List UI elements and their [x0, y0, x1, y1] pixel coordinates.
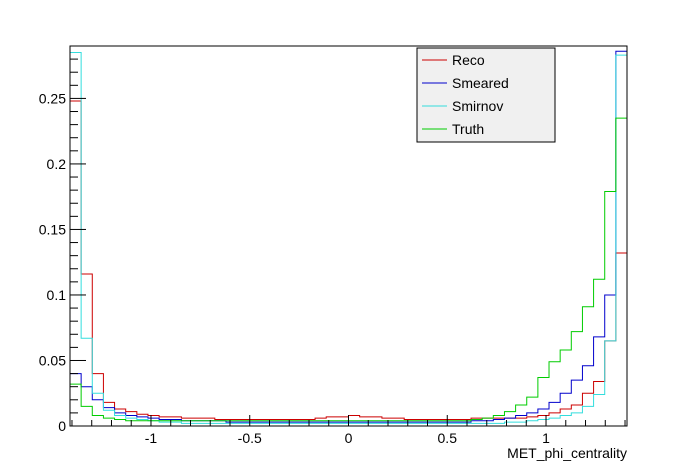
legend-box: [416, 47, 556, 143]
series-smirnov: [69, 52, 628, 426]
y-tick-label: 0.25: [39, 90, 66, 106]
x-axis-title: MET_phi_centrality: [507, 445, 627, 461]
legend-label-truth: Truth: [452, 121, 484, 137]
series-smeared: [69, 50, 628, 426]
legend-label-smeared: Smeared: [452, 75, 509, 91]
x-tick-label: -0.5: [238, 430, 262, 446]
x-tick-label: -1: [145, 430, 158, 446]
series-truth: [69, 117, 628, 426]
legend-label-reco: Reco: [452, 52, 485, 68]
y-tick-label: 0: [58, 418, 66, 434]
y-tick-label: 0.2: [47, 156, 67, 172]
y-tick-label: 0.15: [39, 221, 66, 237]
y-tick-label: 0.05: [39, 352, 66, 368]
x-tick-label: 0: [345, 430, 353, 446]
y-tick-label: 0.1: [47, 287, 67, 303]
legend-label-smirnov: Smirnov: [452, 98, 503, 114]
legend: Reco Smeared Smirnov Truth: [416, 47, 556, 143]
x-tick-label: 0.5: [438, 430, 458, 446]
axes-layer: 0 0.05 0.1 0.15 0.2 0.25 -1 -0.5 0 0.5 1MET_phi_ce…: [39, 45, 628, 461]
x-tick-label: 1: [542, 430, 550, 446]
